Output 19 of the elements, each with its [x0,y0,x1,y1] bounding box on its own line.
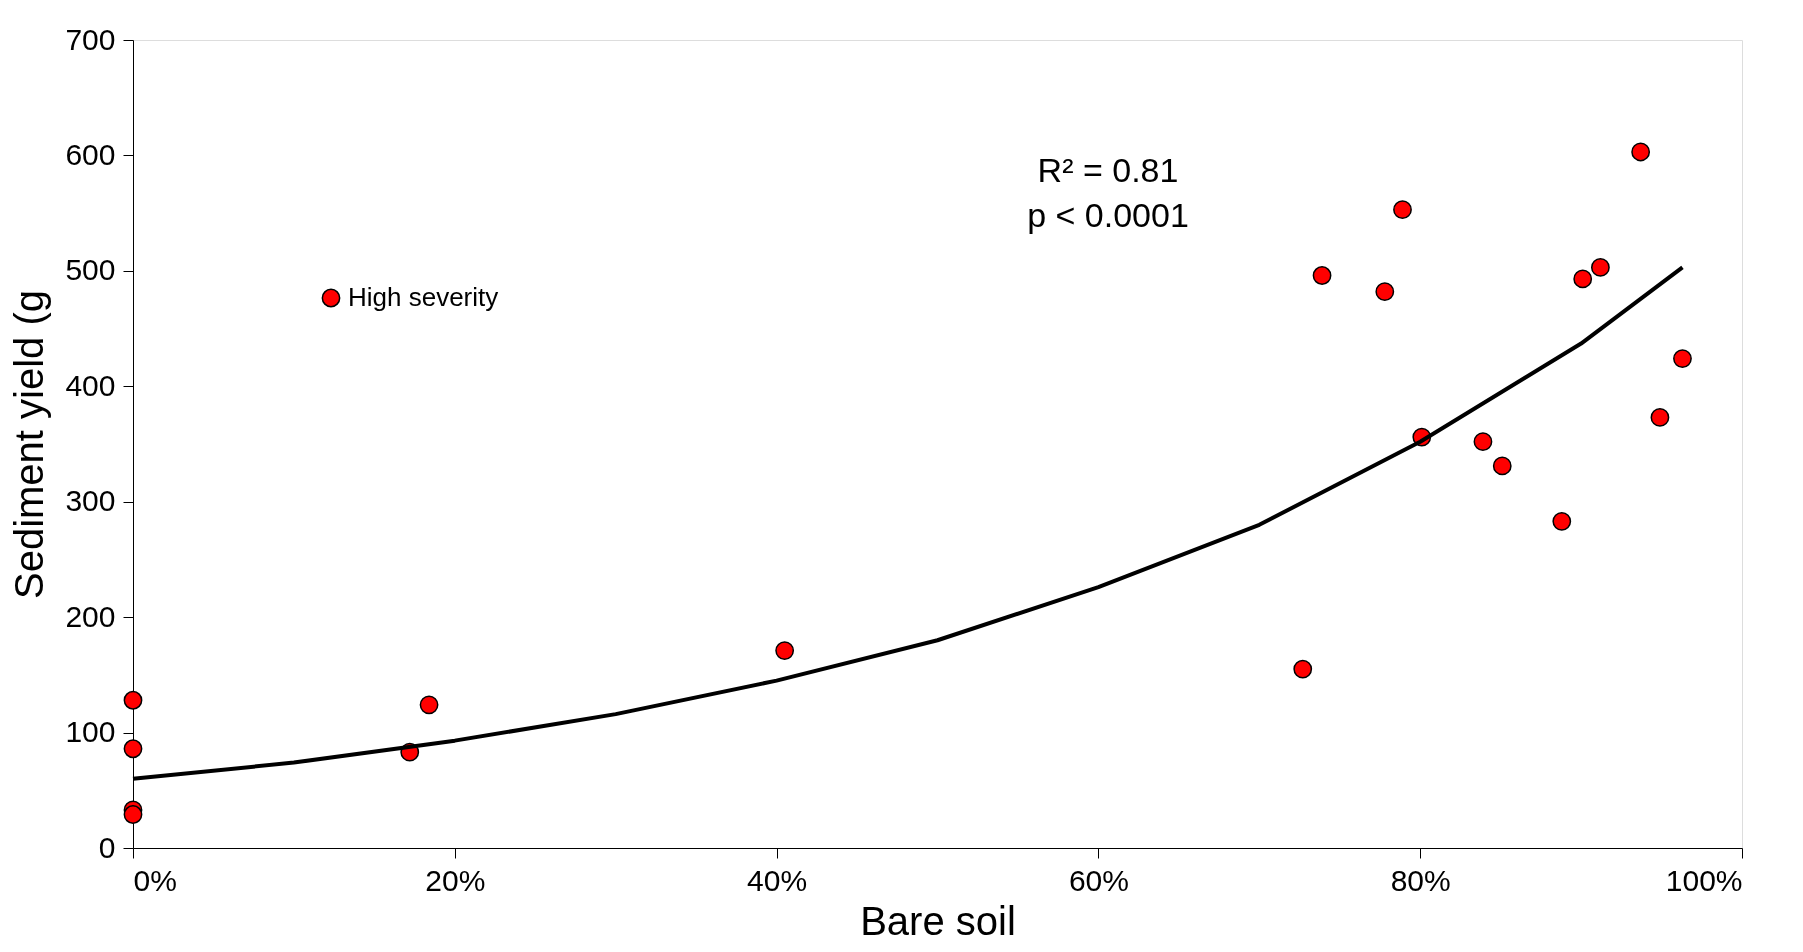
y-tick-label: 500 [65,253,116,287]
x-tick-label: 60% [1068,863,1129,897]
x-tick-label: 100% [1665,863,1743,897]
y-tick-label: 100 [65,715,116,749]
y-axis-title: Sediment yield (g [7,289,52,600]
x-tick-label: 20% [425,863,486,897]
annotation: R² = 0.81 [1037,151,1179,189]
y-tick-label: 400 [65,368,116,402]
legend-label: High severity [348,282,499,312]
x-tick-label: 80% [1390,863,1451,897]
y-tick-label: 0 [98,830,116,864]
x-axis-title: Bare soil [860,898,1016,943]
y-tick-label: 600 [65,137,116,171]
x-tick-label: 40% [747,863,808,897]
y-tick-label: 700 [65,22,116,56]
y-tick-label: 300 [65,484,116,518]
x-tick-label: 0% [133,863,177,897]
y-tick-label: 200 [65,599,116,633]
annotation: p < 0.0001 [1027,196,1189,234]
